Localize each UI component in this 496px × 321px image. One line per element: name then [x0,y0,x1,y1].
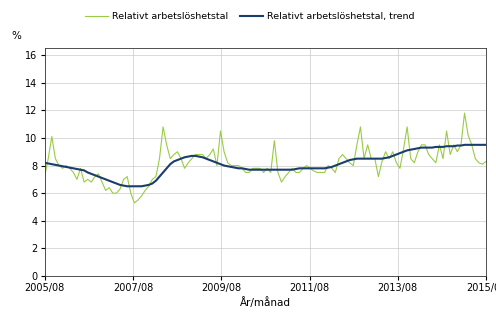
Relativt arbetslöshetstal, trend [45,161,51,165]
Relativt arbetslöshetstal, trend [124,184,130,188]
Relativt arbetslöshetstal, trend [70,166,76,170]
Y-axis label: %: % [11,31,21,41]
Relativt arbetslöshetstal [175,150,181,154]
X-axis label: År/månad: År/månad [240,297,291,308]
Relativt arbetslöshetstal, trend [239,166,245,170]
Line: Relativt arbetslöshetstal, trend: Relativt arbetslöshetstal, trend [45,145,486,186]
Relativt arbetslöshetstal [239,166,245,170]
Relativt arbetslöshetstal [42,175,48,178]
Relativt arbetslöshetstal, trend [483,143,489,147]
Relativt arbetslöshetstal [45,157,51,160]
Relativt arbetslöshetstal [483,160,489,163]
Relativt arbetslöshetstal [131,201,137,205]
Relativt arbetslöshetstal [124,175,130,178]
Relativt arbetslöshetstal, trend [42,161,48,165]
Line: Relativt arbetslöshetstal: Relativt arbetslöshetstal [45,113,486,203]
Relativt arbetslöshetstal [70,170,76,174]
Relativt arbetslöshetstal [300,166,306,170]
Relativt arbetslöshetstal [462,111,468,115]
Relativt arbetslöshetstal, trend [128,184,134,188]
Relativt arbetslöshetstal, trend [175,158,181,162]
Legend: Relativt arbetslöshetstal, Relativt arbetslöshetstal, trend: Relativt arbetslöshetstal, Relativt arbe… [85,12,415,21]
Relativt arbetslöshetstal, trend [300,166,306,170]
Relativt arbetslöshetstal, trend [462,143,468,147]
